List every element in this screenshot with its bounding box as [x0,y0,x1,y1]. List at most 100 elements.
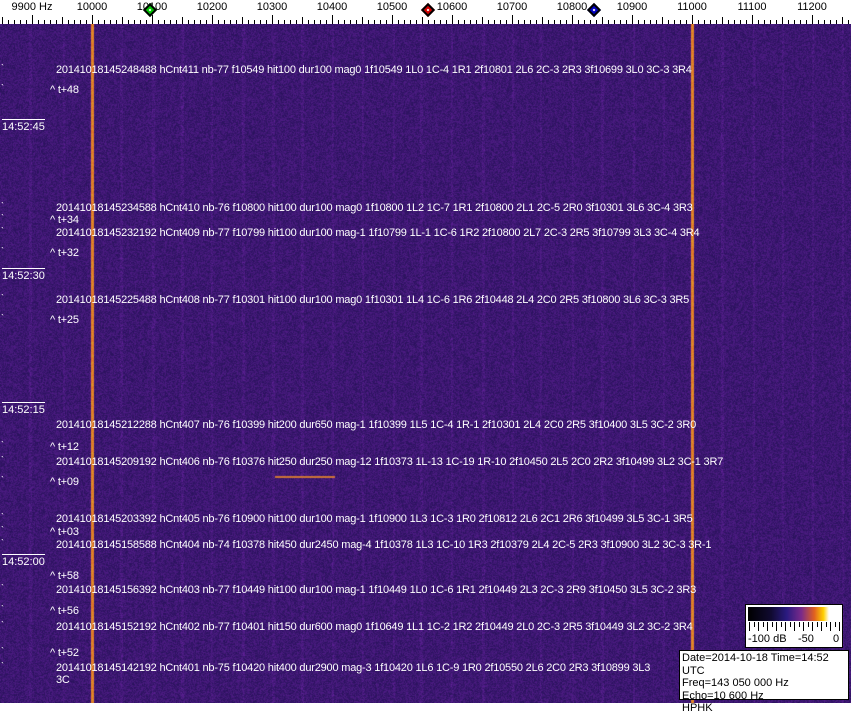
tick-mark [776,20,777,24]
timestamp-label: 14:52:00 [2,554,45,568]
tick-mark [668,20,669,24]
tick-mark [134,20,135,24]
tick-mark [290,20,291,24]
scale-tick [834,622,836,627]
tick-mark [524,20,525,24]
tick-mark [194,20,195,24]
tick-mark [254,20,255,24]
tick-mark [848,20,849,24]
tick-mark [164,20,165,24]
tick-mark [236,20,237,24]
tick-mark [368,20,369,24]
tick-label: 10600 [436,1,468,13]
tick-mark [788,20,789,24]
tick-mark [584,20,585,24]
timestamp-label: 14:52:15 [2,402,45,416]
time-offset-label: ^ t+09 [50,476,79,488]
row-tick-mark: ` [1,538,4,548]
scale-tick [749,622,750,631]
row-tick-mark: ` [1,604,4,614]
time-offset-label: ^ t+52 [50,647,79,659]
tick-mark [722,17,723,24]
tick-mark [62,17,63,24]
tick-mark [746,20,747,24]
detection-record: 20141018145248488 hCnt411 nb-77 f10549 h… [56,64,692,76]
row-tick-mark: ` [1,475,4,485]
tick-mark [458,20,459,24]
tick-mark [338,20,339,24]
tick-mark [122,17,123,24]
tick-label: 10300 [256,1,288,13]
tick-mark [728,20,729,24]
scale-label-min: -100 dB [748,633,787,645]
tick-mark [440,20,441,24]
tick-mark [620,20,621,24]
tick-mark [764,20,765,24]
info-box: Date=2014-10-18 Time=14:52 UTC Freq=143 … [679,650,849,714]
frequency-axis: 9900 Hz100001010010200103001040010500106… [0,0,851,24]
color-scale-legend: -100 dB -50 0 [745,604,843,648]
tick-mark [590,20,591,24]
tick-mark [494,20,495,24]
tick-mark [650,20,651,24]
row-tick-mark: ` [1,293,4,303]
tick-mark [656,20,657,24]
scale-tick [762,622,764,627]
tick-mark [608,20,609,24]
tick-mark [374,20,375,24]
tick-mark [392,15,393,24]
detection-record: 20141018145156392 hCnt403 nb-77 f10449 h… [56,584,696,596]
frequency-marker-icon[interactable] [420,2,436,18]
tick-mark [644,20,645,24]
tick-mark [332,15,333,24]
tick-mark [578,20,579,24]
row-tick-mark: ` [1,583,4,593]
tick-mark [20,20,21,24]
scale-label-max: 0 [833,633,840,645]
tick-mark [248,20,249,24]
row-tick-mark: ` [1,525,4,535]
tick-mark [260,20,261,24]
time-offset-label: ^ t+58 [50,570,79,582]
row-tick-mark: ` [1,201,4,211]
scale-tick [839,622,840,631]
scale-tick [771,622,773,627]
tick-label: 10900 [616,1,648,13]
tick-mark [278,20,279,24]
frequency-marker-icon[interactable] [587,2,602,18]
scale-tick [825,622,827,627]
tick-mark [344,20,345,24]
row-tick-mark: ` [1,313,4,323]
scale-tick [830,622,831,631]
tick-label: 10200 [196,1,228,13]
tick-mark [404,20,405,24]
tick-mark [302,17,303,24]
tick-mark [734,20,735,24]
tick-mark [812,15,813,24]
tick-mark [500,20,501,24]
tick-mark [686,20,687,24]
tick-mark [242,17,243,24]
tick-label: 10400 [316,1,348,13]
tick-mark [230,20,231,24]
scale-tick [807,622,809,627]
tick-mark [488,20,489,24]
tick-mark [638,20,639,24]
row-tick-mark: ` [1,620,4,630]
tick-mark [794,20,795,24]
tick-mark [218,20,219,24]
scale-tick [794,622,795,631]
tick-mark [356,20,357,24]
tick-label: 11000 [677,1,707,13]
tick-mark [116,20,117,24]
tick-mark [662,17,663,24]
row-tick-mark: ` [1,455,4,465]
row-tick-mark: ` [1,63,4,73]
tick-mark [842,17,843,24]
tick-mark [416,20,417,24]
tick-mark [800,20,801,24]
detection-record: 20141018145209192 hCnt406 nb-76 f10376 h… [56,456,724,468]
tick-mark [602,17,603,24]
tick-mark [740,20,741,24]
tick-mark [326,20,327,24]
